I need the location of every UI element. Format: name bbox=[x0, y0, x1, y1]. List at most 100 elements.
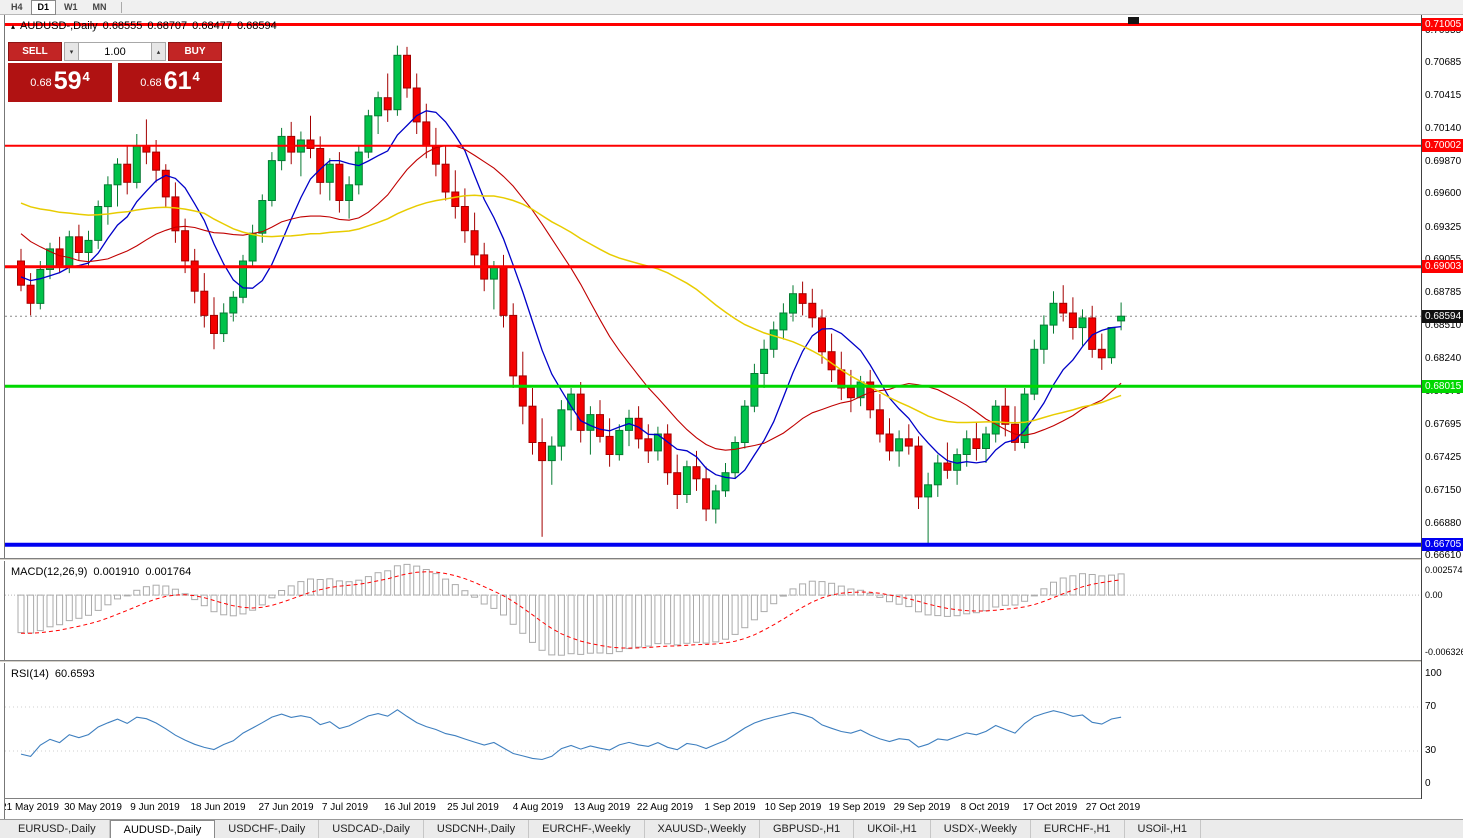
chart-tab-usdcnh-daily[interactable]: USDCNH-,Daily bbox=[424, 820, 530, 838]
volume-increase-button[interactable]: ▴ bbox=[151, 42, 166, 61]
macd-value-main: 0.001910 bbox=[93, 566, 140, 578]
price-axis-tick: 0.69325 bbox=[1425, 222, 1462, 233]
macd-axis-tick: 0.00 bbox=[1425, 590, 1443, 600]
chart-tab-gbpusd-h1[interactable]: GBPUSD-,H1 bbox=[760, 820, 855, 838]
ohlc-close: 0.68594 bbox=[236, 20, 277, 32]
chart-header: ▴ AUDUSD-,Daily 0.68555 0.68707 0.68477 0.685… bbox=[11, 20, 282, 32]
sell-price-prefix: 0.68 bbox=[30, 77, 52, 89]
chart-tab-usoil-h1[interactable]: USOil-,H1 bbox=[1125, 820, 1202, 838]
date-tick: 19 Sep 2019 bbox=[828, 802, 886, 813]
chart-left-border bbox=[4, 15, 5, 819]
moving-average-8-line[interactable] bbox=[20, 110, 1122, 480]
rsi-axis-tick: 30 bbox=[1425, 745, 1437, 756]
price-axis-tick: 0.69600 bbox=[1425, 188, 1462, 199]
price-axis-tick: 0.67425 bbox=[1425, 452, 1462, 463]
date-tick: 22 Aug 2019 bbox=[636, 802, 694, 813]
sell-price-big: 59 bbox=[53, 67, 82, 95]
chart-collapse-icon[interactable]: ▴ bbox=[11, 22, 16, 31]
date-tick: 27 Oct 2019 bbox=[1085, 802, 1141, 813]
date-tick: 29 Sep 2019 bbox=[893, 802, 951, 813]
buy-price-big: 61 bbox=[163, 67, 192, 95]
date-tick: 8 Oct 2019 bbox=[960, 802, 1010, 813]
rsi-name: RSI(14) bbox=[11, 668, 49, 680]
sell-button[interactable]: SELL bbox=[8, 42, 62, 61]
price-tag-0.70002: 0.70002 bbox=[1422, 139, 1463, 152]
toolbar-separator bbox=[120, 1, 122, 13]
chart-shift-marker[interactable] bbox=[1128, 17, 1139, 24]
price-axis[interactable]: 0.709550.706850.704150.701400.698700.696… bbox=[1421, 15, 1463, 799]
macd-indicator-canvas[interactable] bbox=[5, 562, 1421, 660]
price-axis-tick: 0.68240 bbox=[1425, 353, 1462, 364]
date-tick: 17 Oct 2019 bbox=[1022, 802, 1078, 813]
candlestick-series[interactable] bbox=[17, 45, 1126, 546]
rsi-indicator-canvas[interactable] bbox=[5, 664, 1421, 796]
price-axis-tick: 0.70685 bbox=[1425, 57, 1462, 68]
chart-tabs-bar: EURUSD-,Daily AUDUSD-,Daily USDCHF-,Daily U… bbox=[0, 819, 1463, 838]
macd-name: MACD(12,26,9) bbox=[11, 566, 88, 578]
chart-tab-usdcad-daily[interactable]: USDCAD-,Daily bbox=[319, 820, 424, 838]
moving-average-20-line[interactable] bbox=[20, 145, 1122, 451]
volume-input[interactable]: 1.00 bbox=[79, 42, 151, 61]
timeframe-button-mn[interactable]: MN bbox=[92, 1, 107, 12]
date-tick: 30 May 2019 bbox=[64, 802, 122, 813]
timeframe-button-w1[interactable]: W1 bbox=[64, 1, 78, 12]
sell-price-pip: 4 bbox=[82, 69, 90, 84]
price-tag-0.66705: 0.66705 bbox=[1422, 538, 1463, 551]
ohlc-open: 0.68555 bbox=[102, 20, 143, 32]
chart-tab-ukoil-h1[interactable]: UKOil-,H1 bbox=[854, 820, 931, 838]
macd-axis-tick: 0.002574 bbox=[1425, 565, 1463, 575]
current-price-tag: 0.68594 bbox=[1422, 310, 1463, 323]
timeframe-toolbar: H4 D1 W1 MN bbox=[0, 0, 1463, 15]
chart-tab-xauusd-weekly[interactable]: XAUUSD-,Weekly bbox=[645, 820, 760, 838]
date-tick: 10 Sep 2019 bbox=[764, 802, 822, 813]
macd-panel-splitter[interactable] bbox=[0, 558, 1463, 561]
date-tick: 16 Jul 2019 bbox=[384, 802, 436, 813]
price-axis-tick: 0.67150 bbox=[1425, 485, 1462, 496]
one-click-trading-panel: SELL ▾ 1.00 ▴ BUY 0.68 59 4 0.68 61 4 bbox=[8, 42, 222, 102]
buy-price-display[interactable]: 0.68 61 4 bbox=[118, 63, 222, 102]
date-tick: 9 Jun 2019 bbox=[130, 802, 180, 813]
buy-price-prefix: 0.68 bbox=[140, 77, 162, 89]
macd-value-signal: 0.001764 bbox=[145, 566, 192, 578]
price-tag-0.69003: 0.69003 bbox=[1422, 260, 1463, 273]
date-tick: 13 Aug 2019 bbox=[573, 802, 631, 813]
macd-signal-line bbox=[21, 571, 1122, 649]
timeframe-button-h4[interactable]: H4 bbox=[11, 1, 23, 12]
date-tick: 27 Jun 2019 bbox=[258, 802, 314, 813]
date-tick: 21 May 2019 bbox=[5, 802, 59, 813]
moving-average-45-line[interactable] bbox=[20, 194, 1122, 424]
buy-button[interactable]: BUY bbox=[168, 42, 222, 61]
rsi-axis-tick: 0 bbox=[1425, 778, 1431, 789]
macd-axis-tick: -0.006326 bbox=[1425, 647, 1463, 657]
date-tick: 1 Sep 2019 bbox=[704, 802, 756, 813]
price-axis-tick: 0.66880 bbox=[1425, 518, 1462, 529]
date-tick: 7 Jul 2019 bbox=[321, 802, 369, 813]
rsi-line bbox=[20, 709, 1122, 761]
date-tick: 25 Jul 2019 bbox=[447, 802, 499, 813]
price-axis-tick: 0.69870 bbox=[1425, 156, 1462, 167]
timeframe-button-d1[interactable]: D1 bbox=[30, 0, 57, 15]
volume-decrease-button[interactable]: ▾ bbox=[64, 42, 79, 61]
chart-tab-usdx-weekly[interactable]: USDX-,Weekly bbox=[931, 820, 1031, 838]
time-axis-divider bbox=[4, 798, 1463, 799]
ohlc-high: 0.68707 bbox=[147, 20, 188, 32]
price-axis-tick: 0.70140 bbox=[1425, 123, 1462, 134]
rsi-indicator-label: RSI(14) 60.6593 bbox=[11, 668, 101, 680]
price-axis-tick: 0.68510 bbox=[1425, 320, 1462, 331]
rsi-value: 60.6593 bbox=[54, 668, 95, 680]
chart-tab-audusd-daily[interactable]: AUDUSD-,Daily bbox=[109, 820, 216, 838]
time-axis[interactable]: 21 May 2019 30 May 2019 9 Jun 2019 18 Jun 2… bbox=[5, 799, 1421, 818]
date-tick: 4 Aug 2019 bbox=[512, 802, 564, 813]
rsi-panel-splitter[interactable] bbox=[0, 660, 1463, 663]
chart-symbol-label: AUDUSD-,Daily bbox=[20, 20, 98, 32]
macd-indicator-label: MACD(12,26,9) 0.001910 0.001764 bbox=[11, 566, 197, 578]
chart-tab-eurchf-weekly[interactable]: EURCHF-,Weekly bbox=[529, 820, 645, 838]
price-tag-0.71005: 0.71005 bbox=[1422, 18, 1463, 31]
rsi-axis-tick: 100 bbox=[1425, 668, 1442, 679]
price-chart-canvas[interactable] bbox=[5, 16, 1421, 558]
chart-tab-eurusd-daily[interactable]: EURUSD-,Daily bbox=[5, 820, 110, 838]
sell-price-display[interactable]: 0.68 59 4 bbox=[8, 63, 112, 102]
chart-tab-usdchf-daily[interactable]: USDCHF-,Daily bbox=[215, 820, 320, 838]
chart-tab-eurchf-h1[interactable]: EURCHF-,H1 bbox=[1031, 820, 1125, 838]
